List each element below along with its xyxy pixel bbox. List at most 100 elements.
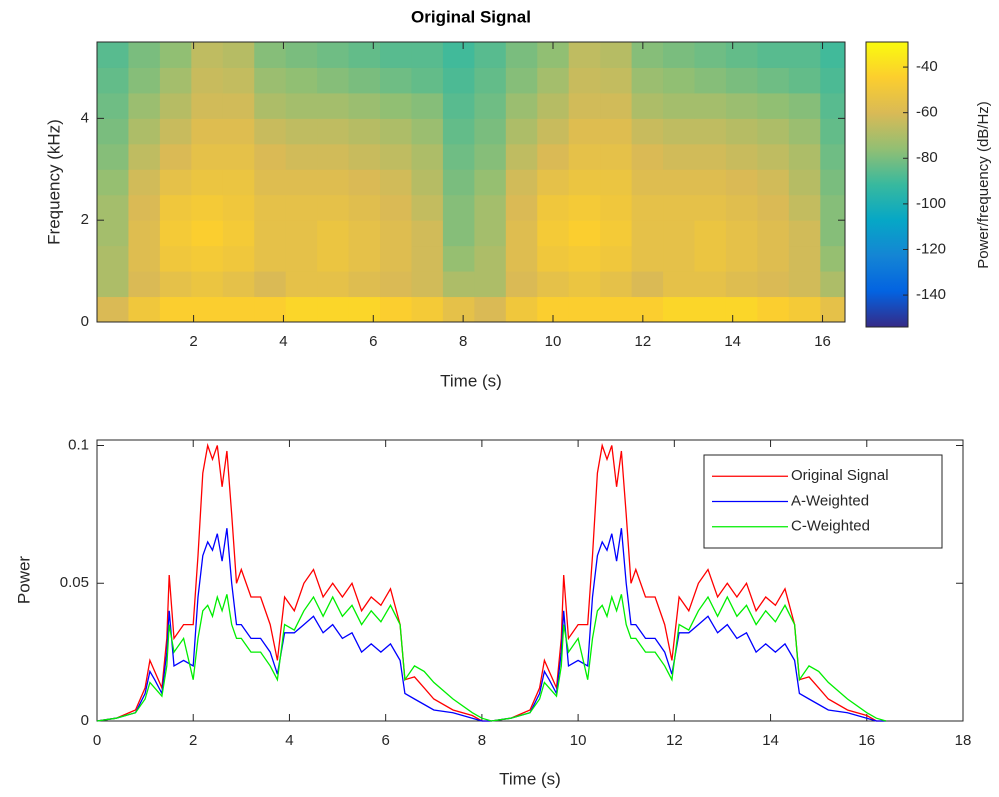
- line-series: [96, 594, 887, 722]
- heatmap-cell: [254, 42, 287, 68]
- heatmap-cell: [159, 143, 192, 170]
- heatmap-cell: [568, 271, 601, 298]
- heatmap-cell: [600, 92, 633, 119]
- heatmap-cell: [128, 194, 161, 221]
- heatmap-cell: [254, 169, 287, 196]
- heatmap-cell: [159, 67, 192, 94]
- heatmap-cell: [663, 143, 696, 170]
- heatmap-cell: [725, 296, 758, 322]
- heatmap-cell: [474, 271, 507, 298]
- heatmap-cell: [505, 296, 538, 322]
- heatmap-cell: [348, 194, 381, 221]
- heatmap-cell: [128, 220, 161, 247]
- heatmap-cell: [694, 92, 727, 119]
- y-tick-label: 0: [81, 712, 89, 729]
- heatmap-cell: [694, 245, 727, 272]
- heatmap-cell: [600, 220, 633, 247]
- heatmap-cell: [285, 118, 318, 145]
- heatmap-cell: [380, 245, 412, 272]
- heatmap-cell: [537, 271, 570, 298]
- heatmap-cell: [317, 118, 350, 145]
- heatmap-cell: [820, 42, 845, 68]
- heatmap-cell: [380, 143, 412, 170]
- heatmap-cell: [474, 296, 507, 322]
- heatmap-cell: [537, 220, 570, 247]
- heatmap-cell: [820, 143, 845, 170]
- heatmap-cell: [159, 220, 192, 247]
- heatmap-cell: [694, 143, 727, 170]
- heatmap-cell: [568, 42, 601, 68]
- colorbar: [865, 41, 909, 328]
- heatmap-cell: [474, 92, 507, 119]
- heatmap-cell: [411, 245, 444, 272]
- heatmap-cell: [694, 42, 727, 68]
- heatmap-cell: [411, 169, 444, 196]
- x-tick-label: 4: [279, 333, 287, 350]
- heatmap-cell: [97, 92, 129, 119]
- heatmap-cell: [317, 67, 350, 94]
- heatmap-cell: [191, 42, 224, 68]
- heatmap-cell: [788, 67, 821, 94]
- heatmap-cell: [285, 296, 318, 322]
- y-tick-label: 4: [81, 109, 89, 126]
- heatmap-cell: [222, 42, 255, 68]
- heatmap-cell: [191, 118, 224, 145]
- heatmap-cell: [97, 245, 129, 272]
- heatmap-cell: [191, 271, 224, 298]
- heatmap-cell: [285, 245, 318, 272]
- heatmap-cell: [97, 169, 129, 196]
- x-tick-label: 10: [570, 732, 587, 749]
- heatmap-cell: [348, 271, 381, 298]
- heatmap-cell: [411, 42, 444, 68]
- heatmap-cell: [600, 169, 633, 196]
- x-tick-label: 14: [762, 732, 779, 749]
- heatmap-cell: [285, 220, 318, 247]
- heatmap-cell: [222, 271, 255, 298]
- heatmap-cell: [285, 169, 318, 196]
- y-axis-label: Power: [14, 556, 33, 605]
- x-axis-label: Time (s): [499, 769, 561, 788]
- heatmap-cell: [600, 118, 633, 145]
- heatmap-cell: [757, 143, 790, 170]
- heatmap-cell: [725, 92, 758, 119]
- heatmap-cell: [505, 271, 538, 298]
- heatmap-cell: [411, 194, 444, 221]
- colorbar-label: Power/frequency (dB/Hz): [975, 101, 992, 269]
- heatmap-cell: [97, 194, 129, 221]
- heatmap-cell: [663, 169, 696, 196]
- y-tick-label: 0.05: [60, 574, 89, 591]
- heatmap-cell: [474, 67, 507, 94]
- heatmap-cell: [159, 271, 192, 298]
- heatmap-cell: [631, 296, 664, 322]
- heatmap-cell: [380, 42, 412, 68]
- heatmap-cell: [757, 42, 790, 68]
- heatmap-cell: [788, 118, 821, 145]
- heatmap-cell: [411, 220, 444, 247]
- heatmap-cell: [474, 169, 507, 196]
- heatmap-cell: [474, 42, 507, 68]
- heatmap-cell: [725, 271, 758, 298]
- heatmap-cell: [254, 296, 287, 322]
- heatmap-cell: [222, 220, 255, 247]
- legend-label: A-Weighted: [791, 492, 869, 509]
- heatmap-cell: [474, 194, 507, 221]
- heatmap-cell: [694, 169, 727, 196]
- heatmap-cell: [222, 92, 255, 119]
- heatmap-cell: [411, 271, 444, 298]
- heatmap-cell: [788, 271, 821, 298]
- heatmap-cell: [159, 194, 192, 221]
- x-tick-label: 6: [381, 732, 389, 749]
- heatmap-cell: [97, 271, 129, 298]
- heatmap-cell: [97, 143, 129, 170]
- heatmap-cell: [725, 143, 758, 170]
- heatmap-cell: [380, 296, 412, 322]
- heatmap-cell: [788, 42, 821, 68]
- heatmap-cell: [474, 118, 507, 145]
- heatmap-cell: [128, 118, 161, 145]
- heatmap-cell: [474, 143, 507, 170]
- heatmap-cell: [411, 67, 444, 94]
- heatmap-cell: [348, 67, 381, 94]
- heatmap-cell: [788, 92, 821, 119]
- colorbar-tick-label: -60: [916, 104, 938, 121]
